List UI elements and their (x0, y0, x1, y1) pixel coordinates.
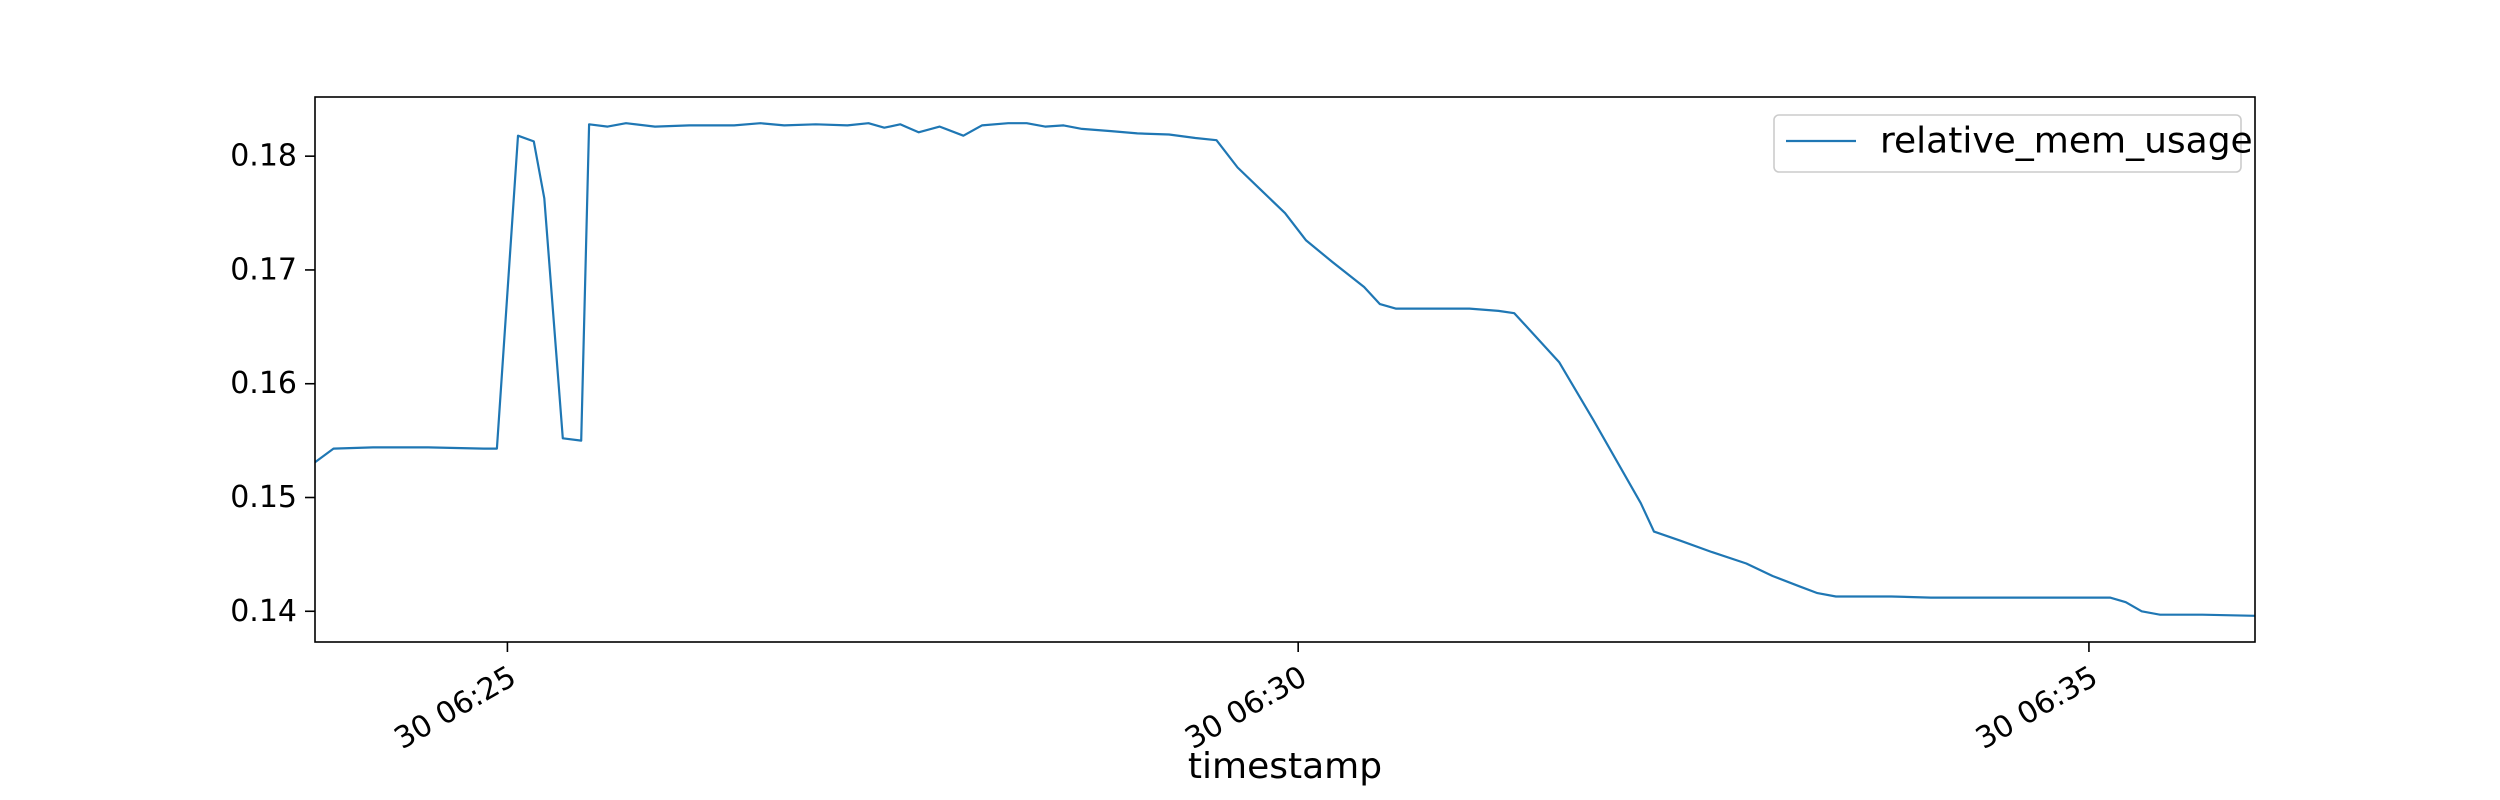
y-tick-label: 0.17 (230, 252, 297, 287)
plot-area (314, 122, 2256, 617)
y-tick-label: 0.14 (230, 594, 297, 629)
series-line-relative_mem_usage (314, 122, 2256, 617)
y-tick-label: 0.18 (230, 139, 297, 174)
x-axis-title: timestamp (1188, 746, 1382, 787)
axes-frame (314, 96, 2256, 643)
y-tick-label: 0.16 (230, 366, 297, 401)
legend: relative_mem_usage (1773, 114, 2253, 173)
y-axis: 0.14 0.15 0.16 0.17 0.18 (230, 139, 315, 629)
y-tick-label: 0.15 (230, 480, 297, 515)
legend-label: relative_mem_usage (1880, 121, 2253, 162)
legend-box (1773, 114, 2242, 173)
